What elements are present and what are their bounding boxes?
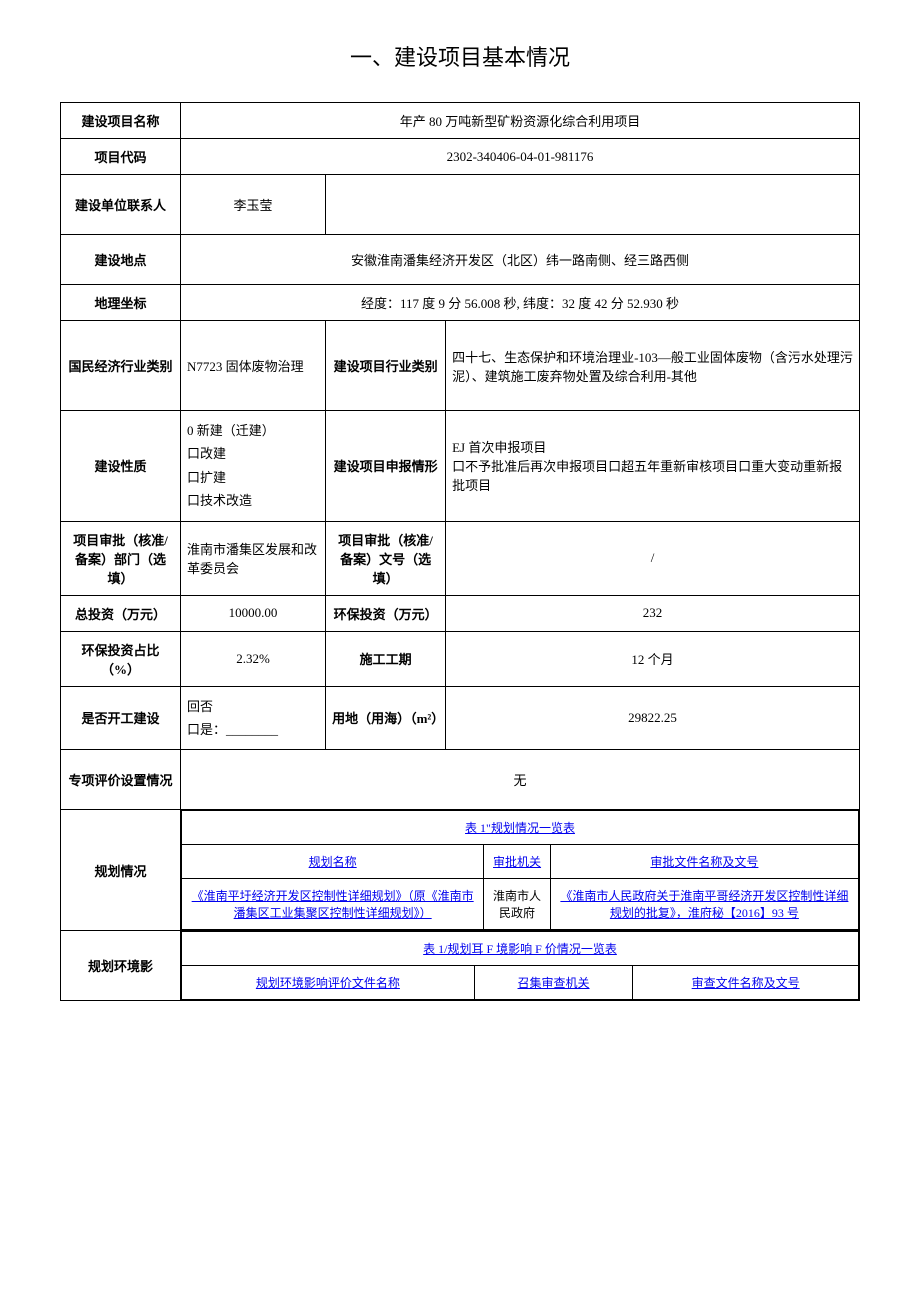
row-special-eval: 专项评价设置情况 无 bbox=[61, 750, 860, 810]
started-opt-1: 口是：________ bbox=[187, 718, 319, 741]
nature-opt-0: 0 新建（迁建） bbox=[187, 419, 319, 442]
row-location: 建设地点 安徽淮南潘集经济开发区（北区）纬一路南侧、经三路西侧 bbox=[61, 235, 860, 285]
value-nature-left: 0 新建（迁建） 口改建 口扩建 口技术改造 bbox=[181, 411, 326, 522]
label-approval-left: 项目审批（核准/备案）部门（选填） bbox=[61, 521, 181, 595]
planning-cell-1: 淮南市人民政府 bbox=[484, 879, 551, 930]
planning-env-header-1: 召集审查机关 bbox=[474, 966, 633, 1000]
label-envratio-right: 施工工期 bbox=[326, 631, 446, 686]
planning-env-table-title: 表 1/规划耳 F 境影响 F 价情况一览表 bbox=[182, 932, 859, 966]
label-special-eval: 专项评价设置情况 bbox=[61, 750, 181, 810]
value-special-eval: 无 bbox=[181, 750, 860, 810]
value-industry-right: 四十七、生态保护和环境治理业-103—般工业固体废物（含污水处理污泥）、建筑施工… bbox=[446, 321, 860, 411]
planning-header-0: 规划名称 bbox=[182, 845, 484, 879]
label-industry-left: 国民经济行业类别 bbox=[61, 321, 181, 411]
planning-env-header-0: 规划环境影响评价文件名称 bbox=[182, 966, 475, 1000]
value-location: 安徽淮南潘集经济开发区（北区）纬一路南侧、经三路西侧 bbox=[181, 235, 860, 285]
row-nature: 建设性质 0 新建（迁建） 口改建 口扩建 口技术改造 建设项目申报情形 EJ … bbox=[61, 411, 860, 522]
label-approval-right: 项目审批（核准/备案）文号（选填） bbox=[326, 521, 446, 595]
row-approval-dept: 项目审批（核准/备案）部门（选填） 淮南市潘集区发展和改革委员会 项目审批（核准… bbox=[61, 521, 860, 595]
nature-opt-1: 口改建 bbox=[187, 442, 319, 465]
planning-cell-2: 《淮南市人民政府关于淮南平哥经济开发区控制性详细规划的批复》，淮府秘【2016】… bbox=[550, 879, 858, 930]
planning-header-2: 审批文件名称及文号 bbox=[550, 845, 858, 879]
value-started-right: 29822.25 bbox=[446, 686, 860, 750]
value-invest-right: 232 bbox=[446, 595, 860, 631]
value-nature-right: EJ 首次申报项目 口不予批准后再次申报项目口超五年重新审核项目口重大变动重新报… bbox=[446, 411, 860, 522]
label-invest-left: 总投资（万元） bbox=[61, 595, 181, 631]
nature-opt-3: 口技术改造 bbox=[187, 489, 319, 512]
row-planning-env: 规划环境影 表 1/规划耳 F 境影响 F 价情况一览表 规划环境影响评价文件名… bbox=[61, 931, 860, 1001]
row-env-ratio: 环保投资占比（%） 2.32% 施工工期 12 个月 bbox=[61, 631, 860, 686]
value-industry-left: N7723 固体废物治理 bbox=[181, 321, 326, 411]
planning-header-1: 审批机关 bbox=[484, 845, 551, 879]
planning-env-header-2: 审查文件名称及文号 bbox=[633, 966, 859, 1000]
label-nature-left: 建设性质 bbox=[61, 411, 181, 522]
main-table: 建设项目名称 年产 80 万吨新型矿粉资源化综合利用项目 项目代码 2302-3… bbox=[60, 102, 860, 1001]
nature-opt-2: 口扩建 bbox=[187, 466, 319, 489]
label-started-left: 是否开工建设 bbox=[61, 686, 181, 750]
label-planning-env: 规划环境影 bbox=[61, 931, 181, 1001]
value-coords: 经度：117 度 9 分 56.008 秒, 纬度：32 度 42 分 52.9… bbox=[181, 285, 860, 321]
planning-table-title: 表 1"规划情况一览表 bbox=[182, 811, 859, 845]
value-project-name: 年产 80 万吨新型矿粉资源化综合利用项目 bbox=[181, 103, 860, 139]
label-industry-right: 建设项目行业类别 bbox=[326, 321, 446, 411]
label-started-right: 用地（用海）（m²） bbox=[326, 686, 446, 750]
row-planning: 规划情况 表 1"规划情况一览表 规划名称 审批机关 审批文件名称及文号 《淮南… bbox=[61, 810, 860, 931]
label-project-name: 建设项目名称 bbox=[61, 103, 181, 139]
row-project-name: 建设项目名称 年产 80 万吨新型矿粉资源化综合利用项目 bbox=[61, 103, 860, 139]
value-envratio-left: 2.32% bbox=[181, 631, 326, 686]
row-investment: 总投资（万元） 10000.00 环保投资（万元） 232 bbox=[61, 595, 860, 631]
label-location: 建设地点 bbox=[61, 235, 181, 285]
label-invest-right: 环保投资（万元） bbox=[326, 595, 446, 631]
value-approval-right: / bbox=[446, 521, 860, 595]
value-contact: 李玉莹 bbox=[181, 175, 326, 235]
value-envratio-right: 12 个月 bbox=[446, 631, 860, 686]
started-opt-0: 回否 bbox=[187, 695, 319, 718]
value-invest-left: 10000.00 bbox=[181, 595, 326, 631]
row-contact: 建设单位联系人 李玉莹 bbox=[61, 175, 860, 235]
row-industry: 国民经济行业类别 N7723 固体废物治理 建设项目行业类别 四十七、生态保护和… bbox=[61, 321, 860, 411]
value-project-code: 2302-340406-04-01-981176 bbox=[181, 139, 860, 175]
value-started-left: 回否 口是：________ bbox=[181, 686, 326, 750]
row-project-code: 项目代码 2302-340406-04-01-981176 bbox=[61, 139, 860, 175]
label-envratio-left: 环保投资占比（%） bbox=[61, 631, 181, 686]
page-title: 一、建设项目基本情况 bbox=[60, 40, 860, 72]
value-contact-blank bbox=[326, 175, 860, 235]
planning-subtable: 表 1"规划情况一览表 规划名称 审批机关 审批文件名称及文号 《淮南平圩经济开… bbox=[181, 810, 859, 930]
label-nature-right: 建设项目申报情形 bbox=[326, 411, 446, 522]
planning-env-subtable: 表 1/规划耳 F 境影响 F 价情况一览表 规划环境影响评价文件名称 召集审查… bbox=[181, 931, 859, 1000]
label-contact: 建设单位联系人 bbox=[61, 175, 181, 235]
row-coords: 地理坐标 经度：117 度 9 分 56.008 秒, 纬度：32 度 42 分… bbox=[61, 285, 860, 321]
label-coords: 地理坐标 bbox=[61, 285, 181, 321]
label-project-code: 项目代码 bbox=[61, 139, 181, 175]
label-planning: 规划情况 bbox=[61, 810, 181, 931]
value-approval-left: 淮南市潘集区发展和改革委员会 bbox=[181, 521, 326, 595]
row-started: 是否开工建设 回否 口是：________ 用地（用海）（m²） 29822.2… bbox=[61, 686, 860, 750]
planning-cell-0: 《淮南平圩经济开发区控制性详细规划》（原《淮南市潘集区工业集聚区控制性详细规划》… bbox=[182, 879, 484, 930]
